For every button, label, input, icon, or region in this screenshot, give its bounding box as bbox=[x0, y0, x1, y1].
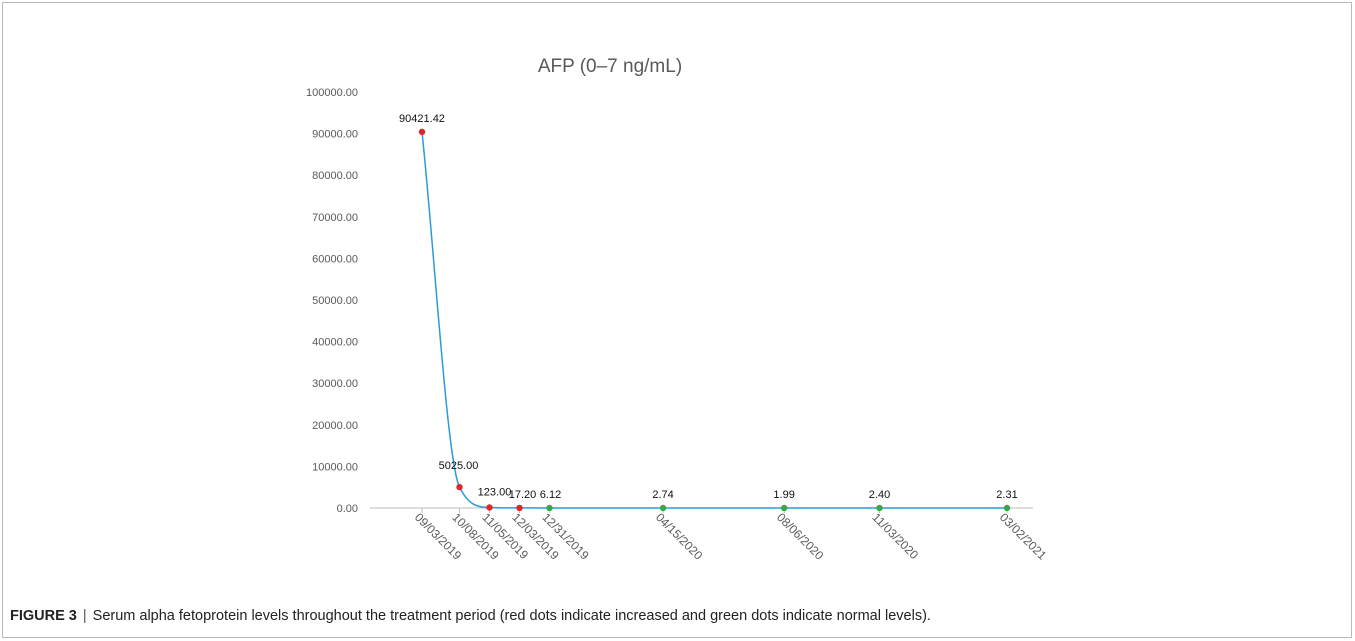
chart-title: AFP (0–7 ng/mL) bbox=[538, 56, 682, 77]
data-label: 2.40 bbox=[869, 489, 890, 501]
data-points bbox=[418, 128, 1011, 512]
data-point-normal bbox=[780, 504, 788, 512]
data-label: 123.00 bbox=[478, 486, 512, 498]
figure-caption: FIGURE 3 | Serum alpha fetoprotein levels … bbox=[10, 608, 931, 624]
y-tick-label: 100000.00 bbox=[306, 87, 358, 99]
y-axis: 0.00 10000.00 20000.00 30000.00 40000.00 5000… bbox=[306, 87, 358, 515]
y-tick-label: 40000.00 bbox=[312, 337, 358, 349]
y-tick-label: 90000.00 bbox=[312, 129, 358, 141]
data-label: 2.31 bbox=[996, 489, 1017, 501]
data-label: 6.12 bbox=[540, 489, 561, 501]
data-point-increased bbox=[486, 504, 493, 511]
data-label: 17.20 bbox=[509, 489, 537, 501]
y-tick-label: 30000.00 bbox=[312, 378, 358, 390]
series-line bbox=[421, 131, 1007, 509]
data-label: 1.99 bbox=[773, 489, 794, 501]
y-tick-label: 70000.00 bbox=[312, 212, 358, 224]
data-point-normal bbox=[546, 504, 553, 512]
x-tick-label: 08/06/2020 bbox=[774, 510, 827, 563]
afp-series-line bbox=[421, 131, 1007, 509]
data-point-increased bbox=[418, 128, 426, 136]
data-point-normal bbox=[876, 504, 883, 512]
data-label: 5025.00 bbox=[439, 460, 479, 472]
x-tick-label: 11/03/2020 bbox=[869, 510, 921, 562]
y-tick-label: 20000.00 bbox=[312, 420, 358, 432]
data-label: 90421.42 bbox=[399, 113, 445, 125]
y-tick-label: 50000.00 bbox=[312, 295, 358, 307]
y-tick-label: 0.00 bbox=[337, 503, 358, 515]
caption-separator: | bbox=[82, 608, 87, 624]
data-point-increased bbox=[516, 504, 523, 512]
data-point-increased bbox=[456, 483, 463, 491]
x-tick-label: 03/02/2021 bbox=[997, 510, 1050, 563]
y-tick-label: 80000.00 bbox=[312, 170, 358, 182]
caption-text: Serum alpha fetoprotein levels throughou… bbox=[92, 608, 931, 624]
x-tick-label: 04/15/2020 bbox=[653, 510, 706, 563]
data-point-normal bbox=[659, 504, 667, 512]
figure-label: FIGURE 3 bbox=[10, 608, 77, 624]
data-point-normal bbox=[1003, 504, 1011, 512]
y-tick-label: 10000.00 bbox=[312, 461, 358, 473]
data-label: 2.74 bbox=[652, 489, 673, 501]
y-tick-label: 60000.00 bbox=[312, 253, 358, 265]
x-axis: 09/03/201910/08/201911/05/201912/03/2019… bbox=[370, 507, 1050, 563]
